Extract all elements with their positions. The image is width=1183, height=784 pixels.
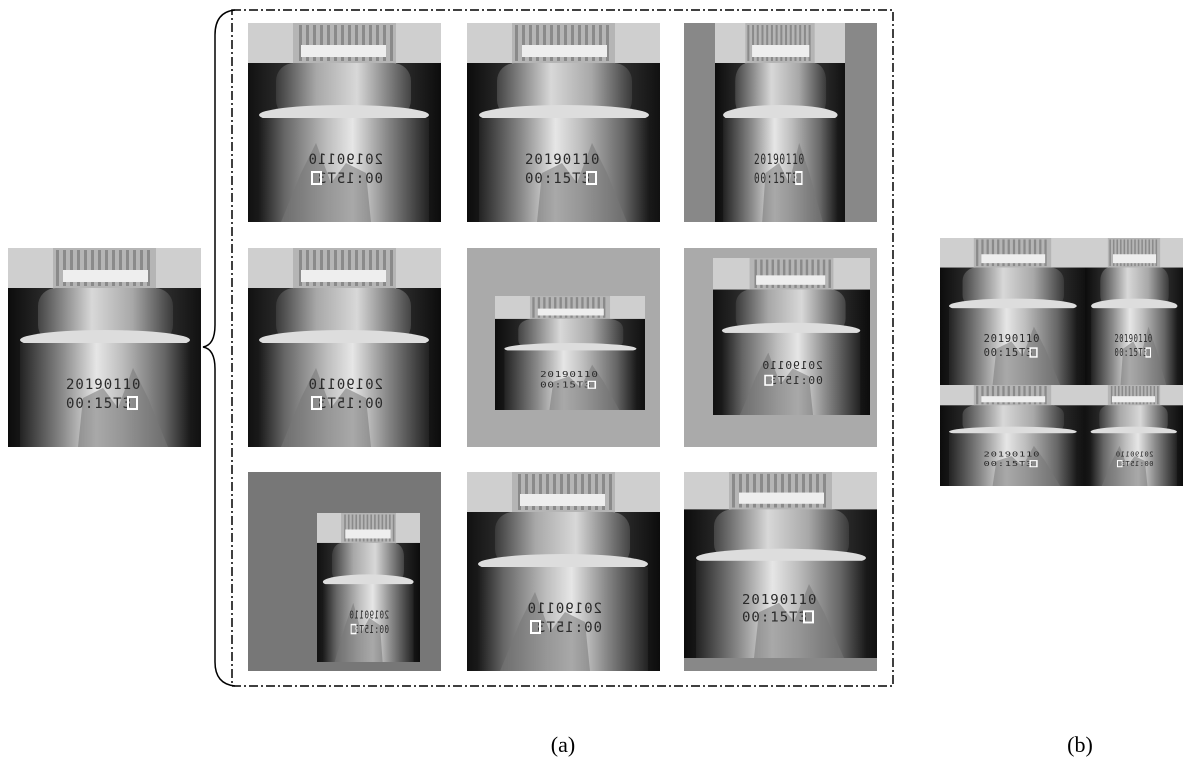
bottle-text: 20190110 xyxy=(540,370,599,379)
bottle: 20190110 00:15T3 xyxy=(248,23,441,222)
bottle-text: 20190110 xyxy=(1115,450,1153,459)
bottle-text: 20190110 xyxy=(984,333,1041,345)
bottle-text: 20190110 xyxy=(754,151,805,167)
panel-label: (b) xyxy=(1067,732,1093,757)
bottle-text: 00:15T3 xyxy=(317,171,383,187)
bottle-image: 20190110 00:15T3 xyxy=(8,248,201,447)
bottle-image: 2019011000:15T3 xyxy=(1085,385,1183,486)
bottle: 20190110 00:15T3 xyxy=(467,23,660,222)
brace xyxy=(203,10,235,686)
bottle-text: 20190110 xyxy=(308,377,383,393)
label-band xyxy=(1112,396,1155,402)
bottle-text: 00:15T3 xyxy=(536,620,602,636)
cap-ridge xyxy=(1109,239,1111,266)
bottle-image: 20190110 00:15T3 xyxy=(713,258,870,415)
cap-ridge xyxy=(390,25,393,61)
panel-label: (a) xyxy=(551,732,575,757)
bottle: 20190110 00:15T3 xyxy=(248,248,441,447)
bottle-text: 20190110 xyxy=(349,611,389,623)
label-band xyxy=(981,396,1045,402)
cap-ridge xyxy=(532,297,534,318)
bottle-text: 20190110 xyxy=(1114,334,1152,346)
bottle-image: 20190110 00:15T3 xyxy=(715,23,845,222)
bottle-text: 00:15T3 xyxy=(742,610,808,625)
bottle-image: 20190110 00:15T3 xyxy=(684,472,877,658)
label-band xyxy=(520,494,605,506)
bottle-text: 00:15T3 xyxy=(754,170,798,186)
label-band xyxy=(756,275,825,284)
bottle-image: 20190110 00:15T3 xyxy=(1085,238,1183,385)
bottle-image: 20190110 00:15T3 xyxy=(940,385,1085,486)
label-band xyxy=(301,270,386,282)
cap-ridge xyxy=(56,250,59,286)
cap-ridge xyxy=(976,386,978,404)
cap-ridge xyxy=(390,250,393,286)
label-band xyxy=(1113,254,1156,263)
bottle-image: 20190110 00:15T3 xyxy=(248,23,441,222)
bottle-text: 20190110 xyxy=(762,359,823,372)
bottle-text: 00:15T3 xyxy=(1120,459,1153,468)
label-band xyxy=(538,309,604,316)
bottle-text: 20190110 xyxy=(984,451,1041,459)
cap-ridge xyxy=(609,474,612,510)
bottle-text: 00:15T3 xyxy=(525,171,591,187)
bottle-text: 20190110 xyxy=(308,152,383,168)
label-band xyxy=(301,45,386,57)
figure: (a) (b) 2019011000:15T32019011000:15T320… xyxy=(0,0,1183,784)
cap-ridge xyxy=(747,25,749,61)
label-band xyxy=(63,270,148,282)
bottle: 20190110 00:15T3 xyxy=(715,23,845,222)
bottle-text: 00:15T3 xyxy=(66,396,132,412)
bottle-text: 20190110 xyxy=(66,377,141,393)
bottle: 20190110 00:15T3 xyxy=(940,238,1085,385)
bottle-text: 00:15T3 xyxy=(984,347,1034,359)
bottle-image: 20190110 00:15T3 xyxy=(495,296,645,410)
label-band xyxy=(981,254,1045,263)
label-band xyxy=(345,529,390,538)
bottle-text: 00:15T3 xyxy=(354,625,389,637)
figure-canvas: (a) (b) 2019011000:15T32019011000:15T320… xyxy=(0,0,1183,784)
bottle-text: 20190110 xyxy=(527,601,602,617)
bottle-image: 20190110 00:15T3 xyxy=(940,238,1085,385)
bottle: 20190110 00:15T3 xyxy=(1085,238,1183,385)
bottle: 20190110 00:15T3 xyxy=(495,296,645,410)
bottle: 20190110 00:15T3 xyxy=(940,385,1085,486)
bottle: 20190110 00:15T3 xyxy=(684,472,877,658)
cap-ridge xyxy=(976,239,978,266)
bottle-text: 00:15T3 xyxy=(984,461,1034,469)
cap-ridge xyxy=(515,25,518,61)
bottle-text: 20190110 xyxy=(525,152,600,168)
bottle-text: 00:15T3 xyxy=(540,381,591,390)
bottle: 20190110 00:15T3 xyxy=(713,258,870,415)
bottle: 20190110 00:15T3 xyxy=(467,472,660,671)
bottle-image: 20190110 00:15T3 xyxy=(317,513,420,662)
cap-ridge xyxy=(732,474,735,508)
bottle: 20190110 00:15T3 xyxy=(8,248,201,447)
label-band xyxy=(739,493,824,504)
cap-ridge xyxy=(829,260,831,288)
bottle-image: 20190110 00:15T3 xyxy=(467,472,660,671)
label-band xyxy=(752,45,809,57)
cap-ridge xyxy=(1157,386,1159,404)
bottle-text: 00:15T3 xyxy=(317,396,383,412)
bottle-text: 00:15T3 xyxy=(769,374,823,387)
bottle-text: 20190110 xyxy=(742,592,817,607)
bottle-image: 20190110 00:15T3 xyxy=(467,23,660,222)
label-band xyxy=(522,45,607,57)
bottle: 20190110 00:15T3 xyxy=(317,513,420,662)
bottle-text: 00:15T3 xyxy=(1114,348,1147,360)
bottle-image: 20190110 00:15T3 xyxy=(248,248,441,447)
cap-ridge xyxy=(393,514,395,541)
